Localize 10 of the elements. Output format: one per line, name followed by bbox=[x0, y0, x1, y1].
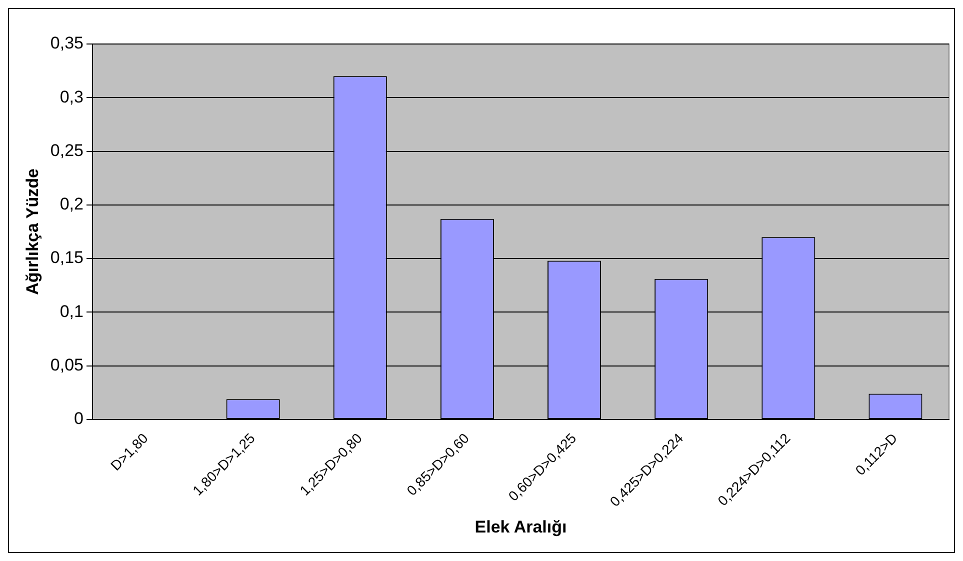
y-tick-label: 0,25 bbox=[50, 140, 84, 160]
y-tick-label: 0,15 bbox=[50, 248, 84, 268]
y-tick-label: 0,1 bbox=[60, 302, 84, 321]
y-axis-title: Ağırlıkça Yüzde bbox=[22, 168, 42, 295]
y-tick-label: 0 bbox=[74, 409, 84, 428]
y-tick-label: 0,05 bbox=[50, 356, 84, 375]
y-tick-label: 0,35 bbox=[50, 34, 84, 53]
x-axis-title: Elek Aralığı bbox=[474, 517, 567, 536]
y-tick-label: 0,2 bbox=[60, 194, 84, 214]
y-tick-label: 0,3 bbox=[60, 87, 84, 106]
